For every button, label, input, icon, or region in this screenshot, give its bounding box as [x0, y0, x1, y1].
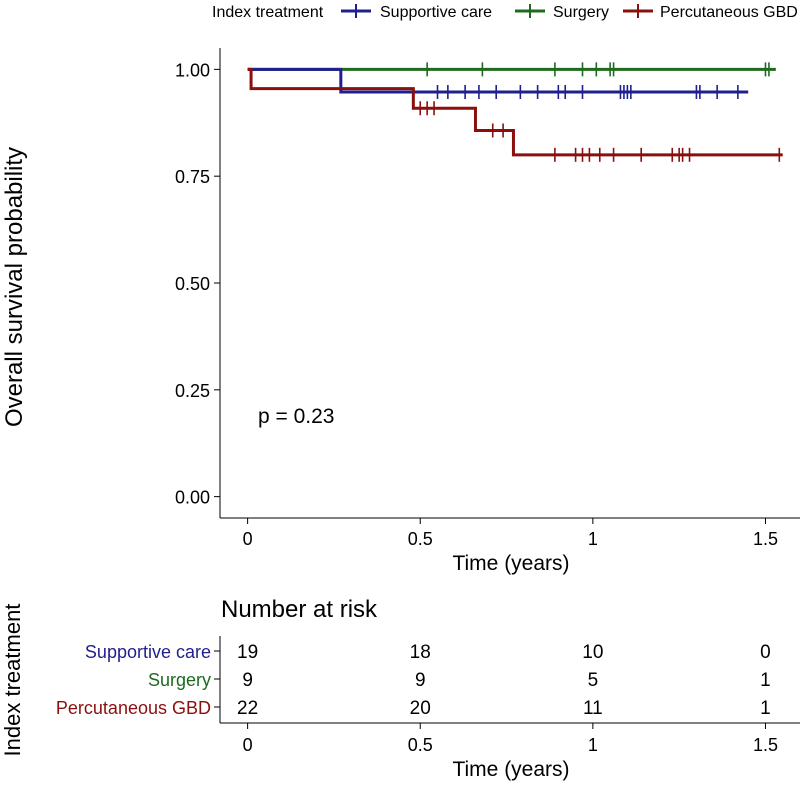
risk-x-axis-label: Time (years) [452, 758, 569, 781]
y-tick-label: 1.00 [175, 60, 210, 80]
x-axis-label: Time (years) [452, 552, 569, 575]
risk-count: 1 [760, 670, 771, 691]
risk-count: 11 [583, 698, 603, 719]
risk-row-percutaneous-gbd: Percutaneous GBD 22 20 11 1 [56, 698, 771, 719]
risk-x-tick-label: 1 [588, 735, 598, 755]
x-tick-label: 0 [243, 529, 253, 549]
risk-table: Number at risk Supportive care 19 18 10 0Sur… [0, 596, 800, 781]
x-tick-label: 1 [588, 529, 598, 549]
risk-table-title: Number at risk [221, 596, 378, 623]
risk-row-label: Surgery [148, 670, 211, 690]
risk-count: 10 [582, 642, 603, 663]
legend-title: Index treatment [212, 4, 324, 21]
risk-count: 9 [415, 670, 426, 691]
legend-entry-percutaneous-gbd: Percutaneous GBD [623, 4, 798, 21]
risk-row-label: Percutaneous GBD [56, 698, 211, 718]
x-tick-label: 1.5 [753, 529, 778, 549]
risk-count: 5 [588, 670, 599, 691]
x-ticks: 0 0.5 1 1.5 [243, 518, 778, 549]
survival-curves [247, 62, 783, 162]
y-tick-label: 0.25 [175, 381, 210, 401]
main-plot-axes: 0.00 0.25 0.50 0.75 1.00 0 0.5 1 1.5 Overall su… [1, 48, 800, 575]
p-value-annotation: p = 0.23 [258, 405, 334, 428]
risk-count: 19 [237, 642, 258, 663]
legend-label-supportive-care: Supportive care [380, 4, 492, 21]
risk-count: 9 [242, 670, 253, 691]
series-percutaneous-gbd [247, 67, 783, 162]
risk-count: 20 [410, 698, 431, 719]
series-supportive-care [247, 67, 749, 100]
y-ticks: 0.00 0.25 0.50 0.75 1.00 [175, 60, 220, 508]
risk-x-tick-label: 0.5 [408, 735, 433, 755]
y-axis-label: Overall survival probability [1, 147, 28, 427]
legend-entry-surgery: Surgery [515, 4, 609, 21]
risk-x-ticks: 0 0.5 1 1.5 [243, 723, 778, 755]
risk-count: 22 [237, 698, 258, 719]
risk-count: 0 [760, 642, 771, 663]
legend-entry-supportive-care: Supportive care [341, 4, 492, 21]
legend: Index treatment Supportive care Surgery … [212, 4, 798, 21]
legend-label-percutaneous-gbd: Percutaneous GBD [660, 4, 798, 21]
survival-curve-supportive-care [247, 67, 749, 94]
risk-x-tick-label: 1.5 [753, 735, 778, 755]
y-tick-label: 0.75 [175, 167, 210, 187]
risk-y-axis-label: Index treatment [0, 604, 25, 757]
x-tick-label: 0.5 [408, 529, 433, 549]
risk-row-surgery: Surgery 9 9 5 1 [148, 670, 771, 691]
risk-count: 18 [410, 642, 431, 663]
risk-row-label: Supportive care [85, 642, 211, 662]
y-tick-label: 0.00 [175, 488, 210, 508]
risk-rows: Supportive care 19 18 10 0 Surgery 9 9 5 1 Percuta… [56, 642, 771, 719]
survival-curve-percutaneous-gbd [247, 67, 783, 157]
risk-count: 1 [760, 698, 771, 719]
risk-row-supportive-care: Supportive care 19 18 10 0 [85, 642, 771, 663]
risk-x-tick-label: 0 [243, 735, 253, 755]
legend-label-surgery: Surgery [553, 4, 609, 21]
y-tick-label: 0.50 [175, 274, 210, 294]
